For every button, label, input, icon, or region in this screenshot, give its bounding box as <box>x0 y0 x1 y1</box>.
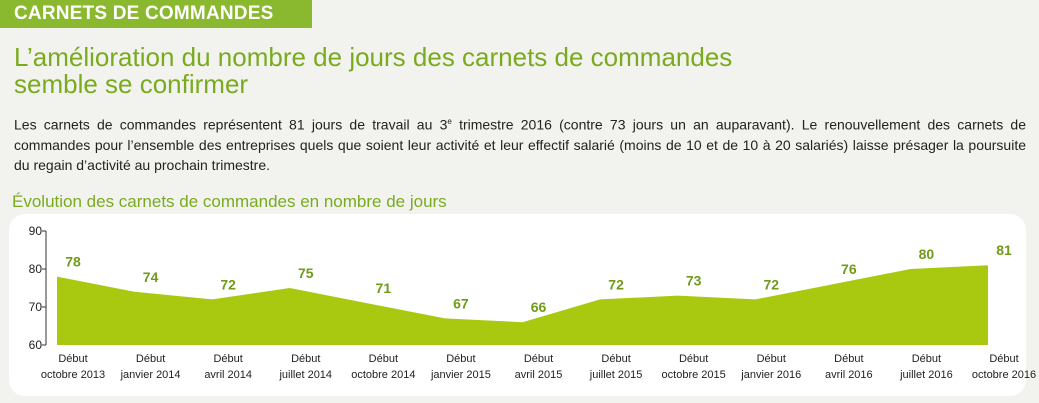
data-label: 78 <box>65 254 81 270</box>
data-label: 80 <box>919 246 935 262</box>
category-label-line2: janvier 2015 <box>430 369 491 381</box>
category-label-line2: janvier 2014 <box>120 369 181 381</box>
category-label-line2: octobre 2016 <box>972 369 1036 381</box>
category-label-line1: Début <box>213 353 242 365</box>
headline-line-1: L’amélioration du nombre de jours des ca… <box>14 42 733 72</box>
category-label-line1: Début <box>524 353 553 365</box>
data-label: 73 <box>686 273 702 289</box>
category-label-line2: juillet 2014 <box>278 369 332 381</box>
chart-title: Évolution des carnets de commandes en no… <box>12 192 447 211</box>
body-superscript: e <box>447 117 452 126</box>
y-tick-label: 60 <box>29 338 43 352</box>
body-paragraph: Les carnets de commandes représentent 81… <box>14 112 1026 175</box>
category-label-line1: Début <box>58 353 87 365</box>
body-text-part-1: Les carnets de commandes représentent 81… <box>14 116 448 133</box>
category-label-line1: Début <box>601 353 630 365</box>
category-label-line1: Début <box>912 353 941 365</box>
category-label-line1: Début <box>757 353 786 365</box>
series-area <box>57 265 988 345</box>
category-label-line1: Début <box>291 353 320 365</box>
category-label-line2: octobre 2015 <box>662 369 726 381</box>
category-label-line2: juillet 2016 <box>899 369 953 381</box>
category-label-line1: Début <box>679 353 708 365</box>
category-label-line2: avril 2016 <box>825 369 873 381</box>
category-label-line1: Début <box>136 353 165 365</box>
category-labels: Début octobre 2013 Début janvier 2014 Début a… <box>41 353 1036 381</box>
category-label-line1: Début <box>446 353 475 365</box>
data-label: 72 <box>608 276 624 292</box>
category-label-line1: Début <box>989 353 1018 365</box>
category-label-line1: Début <box>834 353 863 365</box>
data-label: 75 <box>298 265 314 281</box>
data-label: 81 <box>996 242 1012 258</box>
category-label-line2: avril 2014 <box>204 369 252 381</box>
data-label: 72 <box>763 276 779 292</box>
category-label-line2: octobre 2013 <box>41 369 105 381</box>
y-tick-label: 70 <box>29 300 43 314</box>
headline: L’amélioration du nombre de jours des ca… <box>14 44 914 98</box>
category-label-line1: Début <box>369 353 398 365</box>
data-label: 67 <box>453 295 469 311</box>
data-label: 71 <box>376 280 392 296</box>
category-label-line2: avril 2015 <box>515 369 563 381</box>
category-label-line2: octobre 2014 <box>351 369 415 381</box>
y-axis: 60 70 80 90 <box>29 224 47 352</box>
category-label-line2: janvier 2016 <box>740 369 801 381</box>
category-label-line2: juillet 2015 <box>589 369 643 381</box>
data-label: 72 <box>220 276 236 292</box>
y-tick-label: 90 <box>29 224 43 238</box>
data-label: 66 <box>531 299 547 315</box>
headline-line-2: semble se confirmer <box>14 69 249 99</box>
data-labels: 78 74 72 75 71 67 66 72 73 72 76 80 81 <box>65 242 1012 315</box>
data-label: 76 <box>841 261 857 277</box>
data-label: 74 <box>143 269 159 285</box>
body-text-part-2: trimestre 2016 (contre 73 jours un an au… <box>14 116 1026 173</box>
section-banner: CARNETS DE COMMANDES <box>0 0 312 28</box>
y-tick-label: 80 <box>29 262 43 276</box>
